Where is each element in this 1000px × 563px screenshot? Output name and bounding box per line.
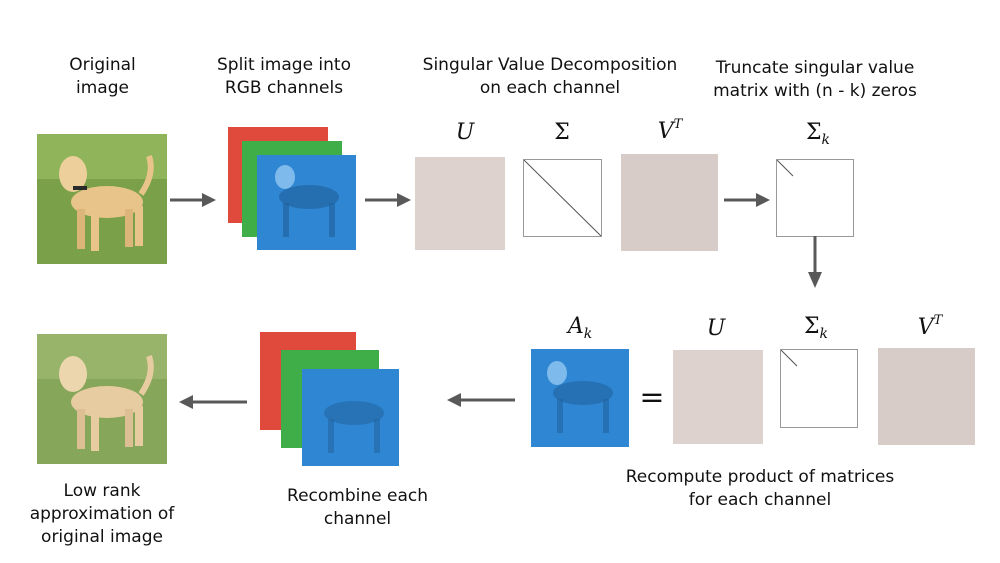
label-sigma-k-bottom: Σk (786, 314, 846, 342)
original-image (37, 134, 167, 264)
superscript: T (933, 313, 943, 328)
label-VT-bottom: VT (900, 313, 960, 340)
caption-line: Recompute product of matrices (625, 467, 895, 487)
caption-line: Truncate singular value (715, 58, 915, 78)
equals-sign: = (632, 380, 672, 415)
caption-line: Recombine each (287, 486, 428, 506)
dog-photo-icon (37, 134, 167, 264)
caption-line: matrix with (n - k) zeros (713, 81, 917, 101)
caption-recompute: Recompute product of matrices for each c… (610, 466, 910, 512)
caption-original-image: Original image (40, 54, 165, 100)
short-diagonal-icon (777, 160, 794, 177)
blue-channel-approx (302, 369, 399, 466)
caption-split-rgb: Split image into RGB channels (204, 54, 364, 100)
symbol: U (706, 316, 726, 341)
caption-line: channel (323, 509, 392, 529)
caption-line: Split image into (216, 55, 352, 75)
subscript: k (819, 326, 829, 342)
caption-line: image (76, 78, 129, 98)
matrix-sigma-k-bottom (780, 349, 858, 428)
caption-line: original image (41, 527, 163, 547)
label-U-top: U (440, 120, 490, 145)
caption-line: Low rank (63, 481, 141, 501)
arrow-right-icon (724, 193, 770, 207)
arrow-right-icon (365, 193, 411, 207)
caption-low-rank: Low rank approximation of original image (17, 480, 187, 549)
arrow-left-icon (179, 395, 247, 409)
subscript: k (583, 326, 593, 342)
matrix-A-k-image (531, 349, 629, 447)
label-VT-top: VT (640, 117, 700, 144)
symbol: Σ (805, 120, 822, 145)
label-sigma-k-top: Σk (788, 120, 848, 148)
matrix-U-bottom (673, 350, 763, 444)
matrix-VT-top (621, 154, 718, 251)
symbol: Σ (554, 120, 570, 145)
matrix-U-top (415, 157, 505, 250)
subscript: k (821, 132, 831, 148)
symbol: V (657, 119, 674, 144)
dog-photo-icon (37, 334, 167, 464)
label-U-bottom: U (691, 316, 741, 341)
matrix-VT-bottom (878, 348, 975, 445)
caption-svd: Singular Value Decomposition on each cha… (405, 54, 695, 100)
symbol: Σ (803, 314, 820, 339)
symbol: A (567, 314, 584, 339)
dog-silhouette-icon (547, 361, 613, 433)
caption-line: RGB channels (224, 78, 344, 98)
short-diagonal-icon (781, 350, 798, 367)
caption-truncate: Truncate singular value matrix with (n -… (700, 57, 930, 103)
arrow-left-icon (447, 393, 515, 407)
matrix-sigma-k-top (776, 159, 854, 237)
label-sigma-top: Σ (537, 120, 587, 145)
diagonal-line-icon (524, 160, 601, 236)
caption-recombine: Recombine each channel (275, 485, 440, 531)
dog-silhouette-icon (324, 401, 384, 453)
low-rank-image (37, 334, 167, 464)
caption-line: for each channel (688, 490, 832, 510)
blue-channel-image (257, 155, 356, 250)
superscript: T (673, 117, 683, 132)
arrow-right-icon (170, 193, 216, 207)
dog-silhouette-icon (275, 165, 339, 237)
symbol: V (917, 315, 934, 340)
label-A-k: Ak (550, 314, 610, 342)
symbol: = (639, 380, 665, 415)
caption-line: Original (69, 55, 136, 75)
caption-line: Singular Value Decomposition (422, 55, 678, 75)
arrow-down-icon (808, 236, 822, 288)
matrix-sigma-top (523, 159, 602, 237)
caption-line: on each channel (479, 78, 621, 98)
symbol: U (455, 120, 475, 145)
caption-line: approximation of (29, 504, 175, 524)
